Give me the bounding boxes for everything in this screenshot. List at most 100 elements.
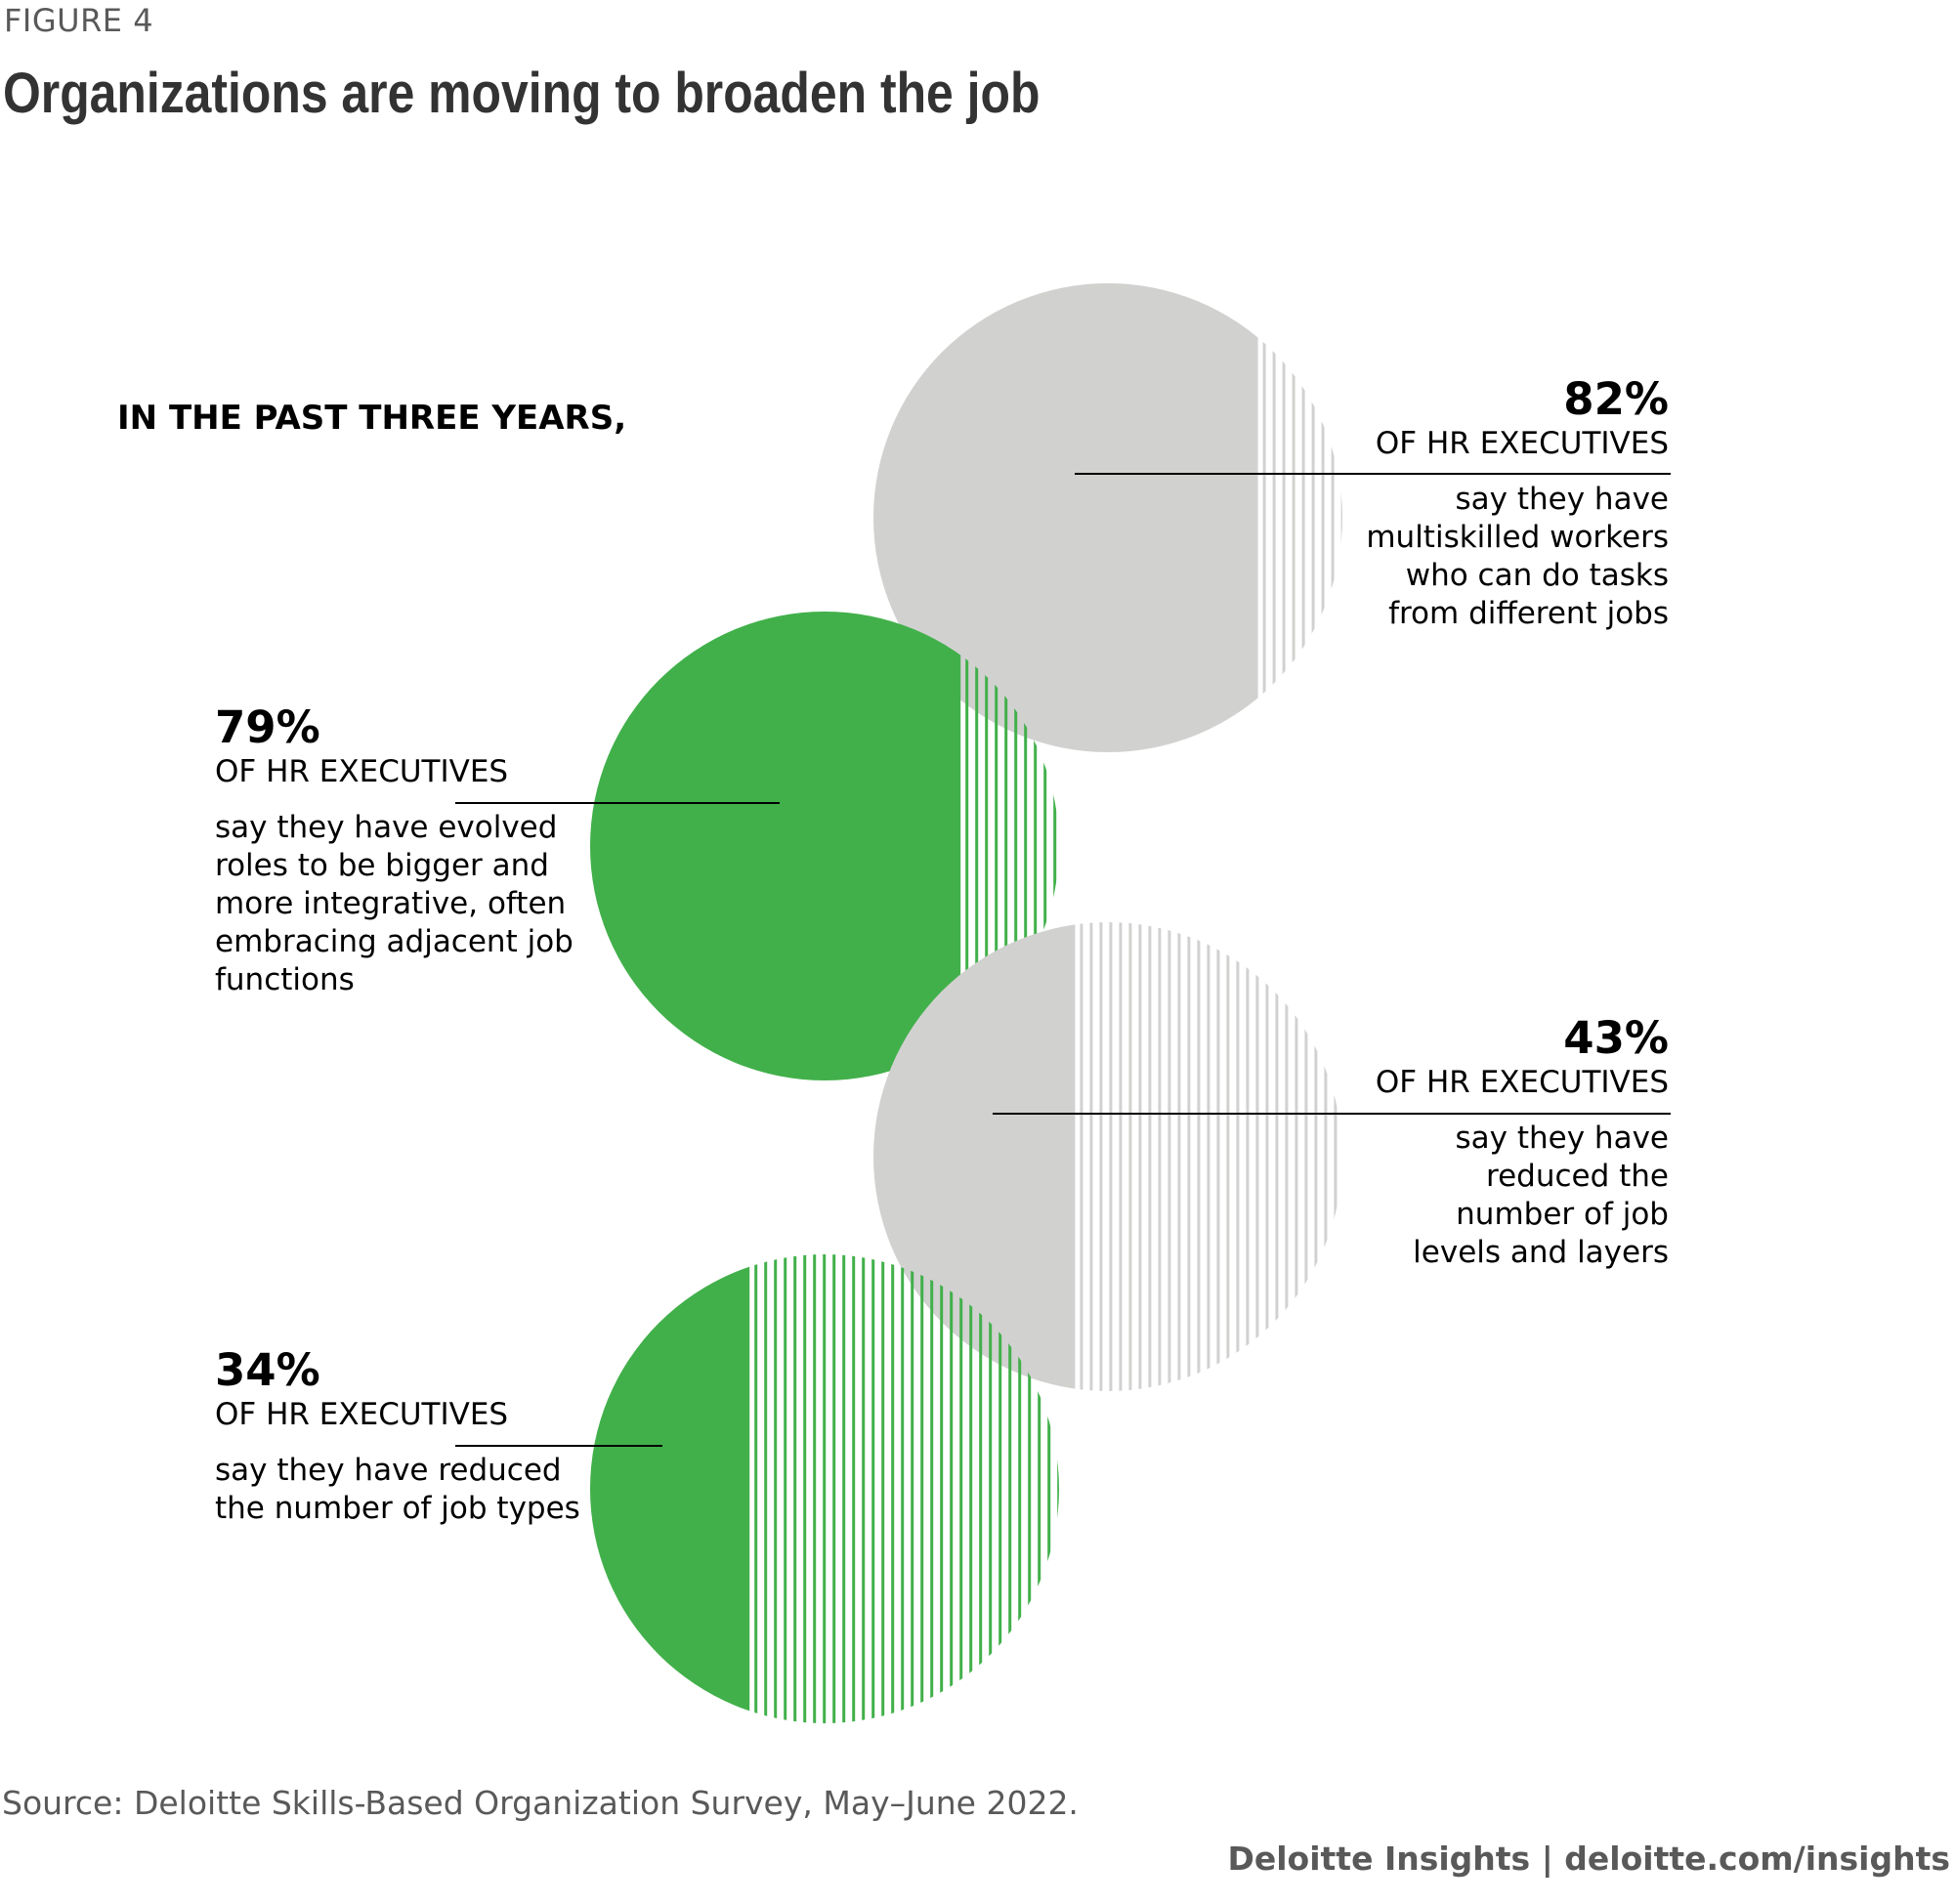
pie-stripe-multiskilled: [1262, 283, 1266, 752]
pie-stripe-reduced-levels: [1246, 922, 1250, 1391]
pie-stripe-reduced-types: [911, 1254, 914, 1723]
pie-stripe-reduced-levels: [1080, 922, 1083, 1391]
pie-stripe-reduced-levels: [1295, 922, 1298, 1391]
pie-stripe-reduced-types: [891, 1254, 895, 1723]
pie-evolved-roles: [590, 612, 1057, 1080]
pie-stripe-reduced-levels: [1119, 922, 1123, 1391]
desc-79-line5: functions: [215, 962, 355, 997]
desc-43-line4: levels and layers: [1413, 1235, 1669, 1270]
value-label-82: 82%: [1563, 373, 1669, 425]
pie-stripe-reduced-levels: [1128, 922, 1132, 1391]
desc-82-line3: who can do tasks: [1405, 558, 1669, 593]
pie-stripe-reduced-levels: [1324, 922, 1328, 1391]
chart-svg: [455, 283, 1671, 1723]
pie-stripe-reduced-types: [1057, 1254, 1059, 1723]
pie-stripe-evolved-roles: [1024, 612, 1028, 1080]
footer-url[interactable]: deloitte.com/insights: [1564, 1840, 1950, 1878]
pie-stripe-reduced-types: [1028, 1254, 1032, 1723]
subtitle-82: OF HR EXECUTIVES: [1375, 426, 1669, 461]
figure-label: FIGURE 4: [4, 2, 154, 39]
pie-stripe-reduced-types: [803, 1254, 807, 1723]
pie-stripe-reduced-types: [940, 1254, 944, 1723]
desc-82-line2: multiskilled workers: [1366, 520, 1669, 555]
intro-text: IN THE PAST THREE YEARS,: [117, 399, 627, 438]
pie-stripe-reduced-levels: [1314, 922, 1318, 1391]
pie-stripe-evolved-roles: [975, 612, 979, 1080]
pie-stripe-reduced-levels: [1177, 922, 1181, 1391]
pie-stripe-reduced-levels: [1109, 922, 1113, 1391]
desc-43-line2: reduced the: [1486, 1159, 1669, 1194]
pie-stripe-reduced-types: [989, 1254, 993, 1723]
desc-43-line3: number of job: [1456, 1197, 1669, 1232]
pie-stripe-multiskilled: [1321, 283, 1325, 752]
pie-stripe-reduced-levels: [1158, 922, 1162, 1391]
pie-stripe-reduced-types: [832, 1254, 836, 1723]
pie-stripe-reduced-types: [959, 1254, 963, 1723]
pie-stripe-multiskilled: [1301, 283, 1305, 752]
pie-stripe-reduced-types: [881, 1254, 885, 1723]
pie-stripe-reduced-types: [998, 1254, 1002, 1723]
pie-stripe-multiskilled: [1272, 283, 1276, 752]
pie-stripe-multiskilled: [1292, 283, 1296, 752]
pie-stripe-reduced-levels: [1334, 922, 1338, 1391]
pie-stripe-reduced-levels: [1168, 922, 1171, 1391]
pie-stripe-reduced-levels: [1197, 922, 1201, 1391]
pie-stripe-reduced-levels: [1265, 922, 1269, 1391]
pie-stripe-reduced-types: [969, 1254, 973, 1723]
pie-stripe-evolved-roles: [995, 612, 998, 1080]
footer-credit: Deloitte Insights | deloitte.com/insight…: [1227, 1840, 1950, 1878]
pie-stripe-reduced-types: [901, 1254, 905, 1723]
pie-stripe-reduced-types: [793, 1254, 797, 1723]
pie-stripe-reduced-levels: [1138, 922, 1142, 1391]
pie-stripe-reduced-levels: [1255, 922, 1259, 1391]
label-79: 79% OF HR EXECUTIVES say they have evolv…: [215, 703, 625, 999]
pie-stripe-reduced-types: [979, 1254, 983, 1723]
pie-stripe-reduced-levels: [1099, 922, 1103, 1391]
pie-stripe-reduced-levels: [1216, 922, 1220, 1391]
value-label-43: 43%: [1563, 1012, 1669, 1064]
label-43: 43% OF HR EXECUTIVES say they have reduc…: [1258, 1014, 1669, 1272]
subtitle-34: OF HR EXECUTIVES: [215, 1397, 509, 1432]
subtitle-43: OF HR EXECUTIVES: [1375, 1065, 1669, 1100]
desc-79-line3: more integrative, often: [215, 886, 567, 921]
pie-stripe-reduced-types: [823, 1254, 827, 1723]
desc-82-line1: say they have: [1455, 482, 1669, 517]
desc-43-line1: say they have: [1455, 1121, 1669, 1156]
desc-79-line4: embracing adjacent job: [215, 924, 573, 959]
desc-79-line1: say they have evolved: [215, 810, 558, 845]
pie-stripe-reduced-types: [852, 1254, 856, 1723]
pie-stripe-evolved-roles: [1053, 612, 1057, 1080]
pie-stripe-reduced-types: [774, 1254, 778, 1723]
pie-reduced-types: [590, 1254, 1059, 1723]
pie-stripe-evolved-roles: [1014, 612, 1018, 1080]
pie-stripe-evolved-roles: [1004, 612, 1008, 1080]
pie-stripe-reduced-levels: [1275, 922, 1279, 1391]
footer-brand: Deloitte Insights: [1227, 1840, 1531, 1878]
pie-stripe-multiskilled: [1282, 283, 1286, 752]
pie-stripe-multiskilled: [1331, 283, 1335, 752]
pie-stripe-evolved-roles: [965, 612, 969, 1080]
pie-stripe-reduced-types: [764, 1254, 768, 1723]
subtitle-79: OF HR EXECUTIVES: [215, 754, 509, 789]
pie-stripe-reduced-levels: [1304, 922, 1308, 1391]
chart-title: Organizations are moving to broaden the …: [3, 62, 1041, 125]
pie-stripe-reduced-types: [862, 1254, 866, 1723]
pie-stripe-multiskilled: [1340, 283, 1342, 752]
pie-stripe-evolved-roles: [985, 612, 989, 1080]
pie-stripe-reduced-levels: [1187, 922, 1191, 1391]
pie-stripe-evolved-roles: [1043, 612, 1047, 1080]
desc-34-line2: the number of job types: [215, 1491, 580, 1526]
pie-stripe-evolved-roles: [1034, 612, 1038, 1080]
pie-stripe-reduced-types: [1008, 1254, 1012, 1723]
pie-stripe-reduced-levels: [1089, 922, 1093, 1391]
pie-stripe-reduced-levels: [1285, 922, 1289, 1391]
pie-stripe-reduced-levels: [1226, 922, 1230, 1391]
pie-stripe-reduced-types: [871, 1254, 875, 1723]
pie-stripe-reduced-types: [1038, 1254, 1041, 1723]
pie-stripe-reduced-types: [784, 1254, 787, 1723]
pie-stripe-reduced-types: [842, 1254, 846, 1723]
source-note: Source: Deloitte Skills-Based Organizati…: [2, 1784, 1079, 1822]
pie-stripe-reduced-types: [1018, 1254, 1022, 1723]
value-label-34: 34%: [215, 1344, 320, 1396]
pie-stripe-reduced-types: [813, 1254, 817, 1723]
